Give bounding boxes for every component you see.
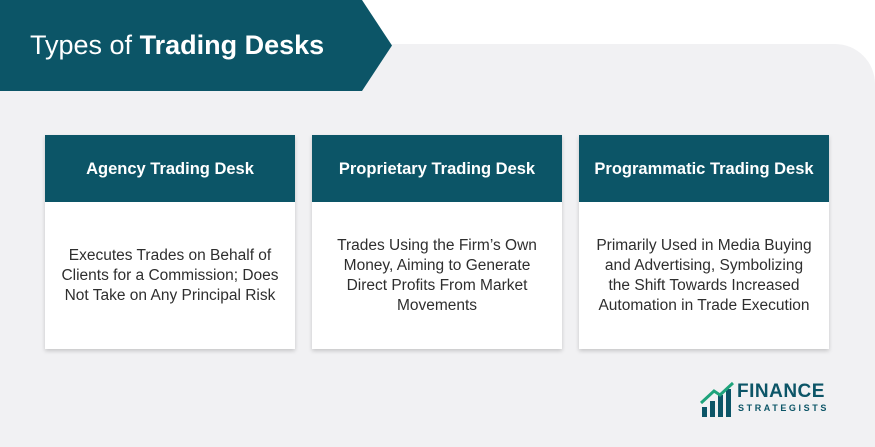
card-heading: Programmatic Trading Desk (579, 135, 829, 202)
logo-subtitle: STRATEGISTS (738, 403, 829, 413)
page-title: Types of Trading Desks (30, 0, 324, 91)
card-programmatic-trading-desk: Programmatic Trading Desk Primarily Used… (579, 135, 829, 349)
title-banner-shape (0, 0, 392, 91)
card-heading: Agency Trading Desk (45, 135, 295, 202)
card-proprietary-trading-desk: Proprietary Trading Desk Trades Using th… (312, 135, 562, 349)
card-heading: Proprietary Trading Desk (312, 135, 562, 202)
card-description: Primarily Used in Media Buying and Adver… (596, 236, 812, 314)
card-description: Trades Using the Firm’s Own Money, Aimin… (337, 236, 537, 314)
title-banner: Types of Trading Desks (0, 0, 392, 91)
card-description: Executes Trades on Behalf of Clients for… (61, 246, 279, 304)
card-agency-trading-desk: Agency Trading Desk Executes Trades on B… (45, 135, 295, 349)
finance-strategists-logo: FINANCE STRATEGISTS (700, 381, 840, 417)
rising-bars-icon (700, 381, 734, 417)
title-regular: Types of (30, 30, 140, 60)
logo-name: FINANCE (737, 381, 825, 402)
title-bold: Trading Desks (139, 30, 325, 60)
